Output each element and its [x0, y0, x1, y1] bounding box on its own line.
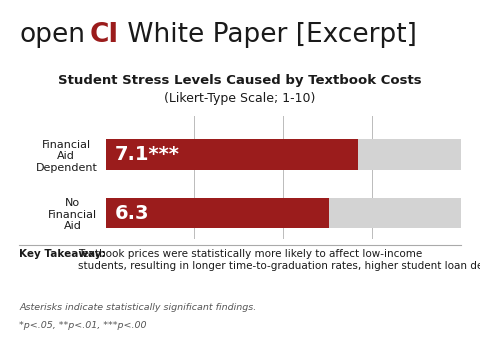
Text: Textbook prices were statistically more likely to affect low-income
students, re: Textbook prices were statistically more … [78, 249, 480, 271]
Text: Key Takeaway:: Key Takeaway: [19, 249, 109, 259]
Text: open: open [19, 22, 85, 48]
Text: 7.1***: 7.1*** [114, 145, 180, 164]
Text: White Paper [Excerpt]: White Paper [Excerpt] [119, 22, 417, 48]
Text: CI: CI [89, 22, 119, 48]
Text: (Likert-Type Scale; 1-10): (Likert-Type Scale; 1-10) [164, 92, 316, 105]
Text: 6.3: 6.3 [114, 203, 149, 223]
Bar [106, 198, 329, 228]
Text: Student Stress Levels Caused by Textbook Costs: Student Stress Levels Caused by Textbook… [58, 74, 422, 87]
Text: *p<.05, **p<.01, ***p<.00: *p<.05, **p<.01, ***p<.00 [19, 321, 147, 330]
Bar [106, 139, 461, 170]
Text: Asterisks indicate statistically significant findings.: Asterisks indicate statistically signifi… [19, 303, 256, 312]
Bar [106, 139, 358, 170]
Bar [106, 198, 461, 228]
